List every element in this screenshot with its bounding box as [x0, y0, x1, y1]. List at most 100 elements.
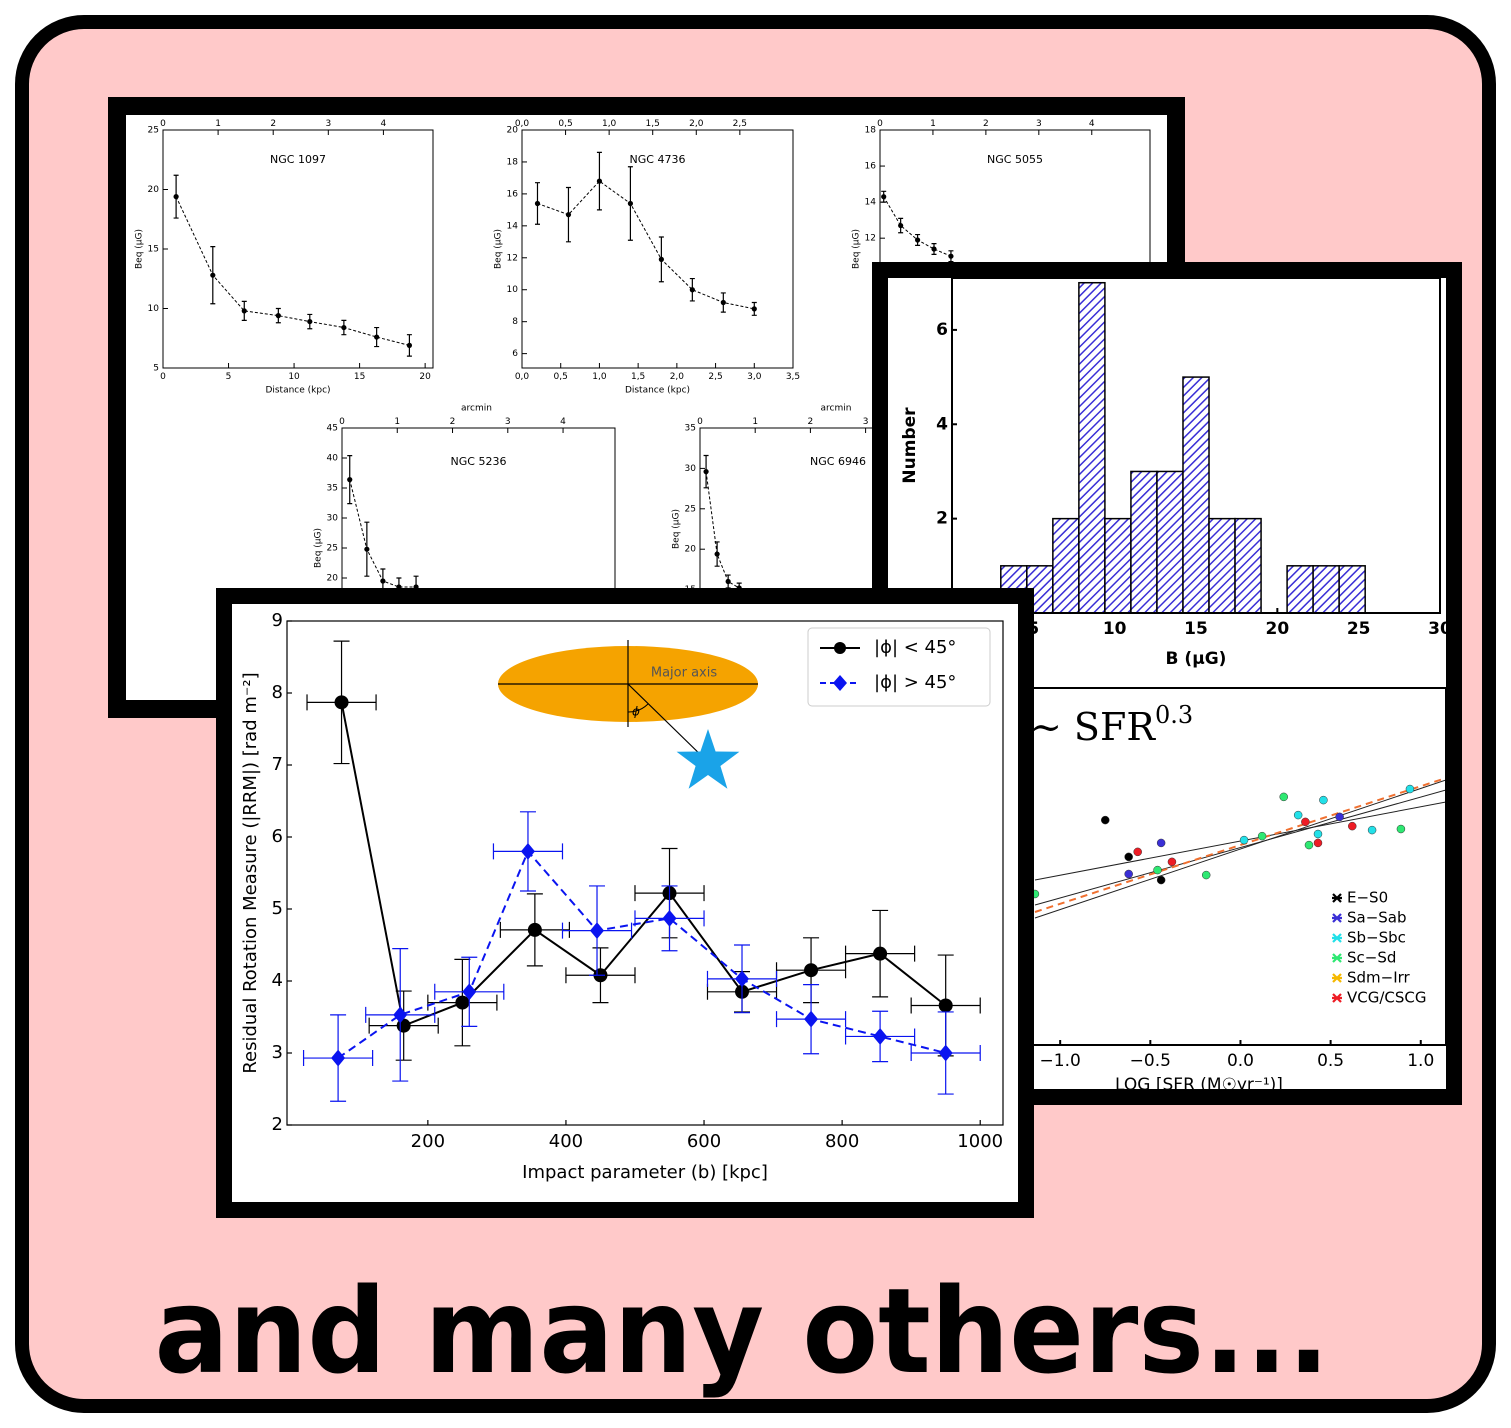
x-tick-label: 0,5 [554, 372, 568, 382]
point [1314, 830, 1322, 838]
x-tick-label: 15 [354, 372, 365, 382]
y-tick-label: 35 [685, 424, 696, 434]
y-tick-label: 16 [865, 162, 877, 172]
x-tick-label: 1,5 [631, 372, 645, 382]
point [1397, 825, 1405, 833]
marker [931, 246, 936, 251]
marker [347, 477, 352, 482]
legend-marker [834, 642, 846, 654]
x2-axis-label: arcmin [461, 404, 492, 414]
x2-tick-label: 1 [752, 417, 758, 427]
marker [703, 469, 708, 474]
bar [1157, 471, 1183, 613]
y-tick-label: 5 [272, 898, 283, 919]
legend-label: Sa−Sab [1347, 909, 1407, 927]
x-tick-label: 10 [288, 372, 300, 382]
y-tick-label: 12 [507, 253, 518, 263]
point [1280, 793, 1288, 801]
point [1305, 841, 1313, 849]
point [1319, 796, 1327, 804]
y-tick-label: 6 [512, 349, 518, 359]
marker [690, 287, 695, 292]
y-tick-label: 3 [272, 1042, 283, 1063]
y-axis-label: Beq (μG) [314, 528, 324, 568]
y-tick-label: 10 [507, 285, 519, 295]
y-tick-label: 20 [507, 126, 519, 136]
legend-label: |ϕ| > 45° [874, 672, 956, 693]
x2-tick-label: 4 [1089, 119, 1095, 129]
marker [915, 237, 920, 242]
x2-tick-label: 0 [339, 417, 345, 427]
point [1348, 822, 1356, 830]
marker [715, 551, 720, 556]
x2-tick-label: 1 [215, 119, 221, 129]
legend-label: |ϕ| < 45° [874, 637, 956, 658]
x2-tick-label: 0 [697, 417, 703, 427]
x2-tick-label: 1 [930, 119, 936, 129]
x2-tick-label: 3 [325, 119, 331, 129]
marker [374, 334, 379, 339]
y-tick-label: 15 [148, 245, 159, 255]
point [1301, 818, 1309, 826]
caption: and many others... [155, 1262, 1330, 1400]
y-tick-label: 40 [327, 454, 339, 464]
chart-title: NGC 1097 [270, 153, 326, 166]
x-tick-label: 400 [549, 1131, 583, 1152]
marker [566, 212, 571, 217]
chart-title: NGC 5055 [987, 153, 1043, 166]
x-tick-label: 3,5 [786, 372, 800, 382]
y-axis-label: Beq (μG) [135, 229, 145, 269]
x-tick-label: 600 [687, 1131, 721, 1152]
x-tick-label: 20 [419, 372, 431, 382]
point [1240, 836, 1248, 844]
bar [1079, 283, 1105, 613]
x2-tick-label: 4 [381, 119, 387, 129]
x2-tick-label: 2 [983, 119, 989, 129]
y-tick-label: 20 [685, 545, 697, 555]
x2-tick-label: 3 [505, 417, 511, 427]
marker [276, 313, 281, 318]
y-tick-label: 18 [865, 126, 877, 136]
annotation: Major axis [651, 666, 717, 681]
legend-label: Sc−Sd [1347, 949, 1396, 967]
x2-tick-label: 1,0 [602, 119, 617, 129]
x-tick-label: 0.5 [1317, 1051, 1344, 1071]
marker [407, 343, 412, 348]
annotation: ϕ [632, 705, 640, 719]
x-tick-label: −0.5 [1130, 1051, 1171, 1071]
marker [752, 306, 757, 311]
x2-axis-label: arcmin [821, 404, 852, 414]
y-tick-label: 4 [936, 414, 948, 434]
bar [1209, 519, 1235, 613]
y-tick-label: 9 [272, 610, 283, 631]
bar [1131, 471, 1157, 613]
point [1125, 853, 1133, 861]
marker [307, 319, 312, 324]
y-tick-label: 14 [865, 198, 877, 208]
marker [659, 257, 664, 262]
bar [1313, 566, 1339, 613]
x-axis-label: B (μG) [1166, 649, 1227, 669]
point [1157, 876, 1165, 884]
point [1125, 870, 1133, 878]
point [1168, 858, 1176, 866]
point [1202, 871, 1210, 879]
y-axis-label: Number [900, 407, 920, 484]
marker [210, 273, 215, 278]
y-tick-label: 14 [507, 221, 519, 231]
x-tick-label: 1000 [957, 1131, 1003, 1152]
legend-label: Sdm−Irr [1347, 969, 1411, 987]
y-tick-label: 6 [272, 826, 283, 847]
y-tick-label: 6 [936, 320, 948, 340]
marker [242, 308, 247, 313]
legend-label: E−S0 [1347, 889, 1388, 907]
y-tick-label: 5 [153, 364, 159, 374]
collage: 0510152001234510152025NGC 1097Distance (… [0, 0, 1511, 1428]
y-tick-label: 45 [327, 424, 338, 434]
x-tick-label: 0 [160, 372, 166, 382]
x2-tick-label: 2 [450, 417, 456, 427]
marker [335, 695, 349, 709]
x-tick-label: 10 [1103, 619, 1127, 639]
x-axis-label: Impact parameter (b) [kpc] [522, 1162, 768, 1183]
bar [1053, 519, 1079, 613]
